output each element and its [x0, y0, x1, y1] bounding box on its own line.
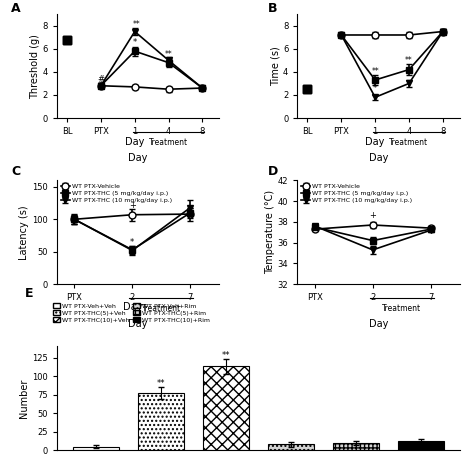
Text: *: *	[373, 84, 377, 93]
Bar	[268, 444, 314, 450]
X-axis label: Day: Day	[128, 319, 148, 329]
Y-axis label: Number: Number	[19, 379, 29, 418]
Text: **: **	[164, 51, 173, 59]
X-axis label: Day: Day	[369, 153, 388, 163]
Text: *: *	[133, 38, 137, 47]
Point	[63, 36, 71, 44]
Text: A: A	[11, 2, 21, 15]
Text: **: **	[221, 351, 230, 360]
Text: Day: Day	[125, 137, 145, 146]
Point	[304, 85, 311, 93]
Legend: WT PTX-Veh+Veh, WT PTX-THC(5)+Veh, WT PTX-THC(10)+Veh, WT PTX-Veh+Rim, WT PTX-TH: WT PTX-Veh+Veh, WT PTX-THC(5)+Veh, WT PT…	[52, 303, 210, 323]
X-axis label: Day: Day	[128, 153, 148, 163]
Y-axis label: Latency (s): Latency (s)	[19, 205, 29, 260]
Text: E: E	[25, 287, 33, 300]
Text: D: D	[268, 165, 278, 178]
Point	[304, 85, 311, 93]
Text: **: **	[133, 20, 140, 29]
Legend: WT PTX-Vehicle, WT PTX-THC (5 mg/kg/day i.p.), WT PTX-THC (10 mg/kg/day i.p.): WT PTX-Vehicle, WT PTX-THC (5 mg/kg/day …	[60, 183, 173, 203]
Bar	[73, 447, 118, 450]
Bar	[203, 366, 248, 450]
Text: Treatment: Treatment	[149, 138, 188, 147]
Text: #: #	[97, 75, 104, 84]
Text: Treatment: Treatment	[390, 138, 428, 147]
Bar	[138, 393, 183, 450]
Text: *: *	[130, 238, 135, 247]
Text: +: +	[165, 58, 172, 67]
Y-axis label: Temperature (°C): Temperature (°C)	[265, 190, 275, 274]
Text: B: B	[268, 2, 278, 15]
Point	[63, 36, 71, 44]
Text: +: +	[369, 211, 376, 220]
Text: Day: Day	[365, 137, 385, 146]
X-axis label: Day: Day	[369, 319, 388, 329]
Legend: WT PTX-Vehicle, WT PTX-THC (5 mg/kg/day i.p.), WT PTX-THC (10 mg/kg/day i.p.): WT PTX-Vehicle, WT PTX-THC (5 mg/kg/day …	[301, 183, 413, 203]
Point	[63, 36, 71, 44]
Text: Treatment: Treatment	[142, 304, 181, 313]
Text: *: *	[130, 246, 135, 255]
Text: +: +	[129, 201, 136, 210]
Point	[304, 85, 311, 93]
Text: C: C	[11, 165, 20, 178]
Text: Day: Day	[123, 301, 142, 312]
Bar	[333, 443, 379, 450]
Text: **: **	[371, 67, 379, 76]
Y-axis label: Time (s): Time (s)	[270, 46, 280, 86]
Text: Treatment: Treatment	[382, 304, 421, 313]
Text: **: **	[405, 56, 413, 65]
Text: **: **	[156, 379, 165, 388]
Y-axis label: Threshold (g): Threshold (g)	[30, 34, 40, 99]
Bar	[398, 441, 444, 450]
